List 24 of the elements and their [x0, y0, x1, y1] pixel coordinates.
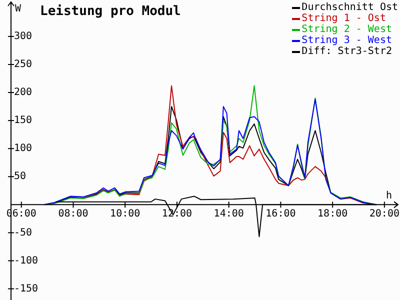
legend-label: Durchschnitt Ost [300, 2, 398, 13]
legend-label: String 2 - West [300, 24, 393, 35]
y-tick-label: -50 [14, 227, 32, 238]
legend-label: String 3 - West [300, 35, 393, 46]
y-tick-label: -100 [14, 255, 38, 266]
x-tick-label: 18:00 [318, 208, 348, 220]
y-tick-label: 300 [14, 31, 32, 42]
y-tick-label: 200 [14, 87, 32, 98]
x-tick-label: 20:00 [369, 208, 400, 220]
y-tick-label: 150 [14, 115, 32, 126]
x-axis-title: h [386, 190, 392, 202]
chart-title: Leistung pro Modul [40, 4, 181, 19]
x-tick-label: 08:00 [58, 208, 88, 220]
legend-label: Diff: Str3-Str2 [300, 46, 393, 57]
legend-label: String 1 - Ost [300, 13, 387, 24]
y-tick-label: 100 [14, 143, 32, 154]
y-tick-label: 250 [14, 59, 32, 70]
x-tick-label: 12:00 [162, 208, 192, 220]
y-tick-label: 50 [14, 171, 26, 182]
y-tick-label: -150 [14, 283, 38, 294]
x-tick-label: 10:00 [110, 208, 140, 220]
x-tick-label: 16:00 [266, 208, 296, 220]
x-tick-label: 14:00 [214, 208, 244, 220]
y-axis-title: W [15, 4, 22, 15]
